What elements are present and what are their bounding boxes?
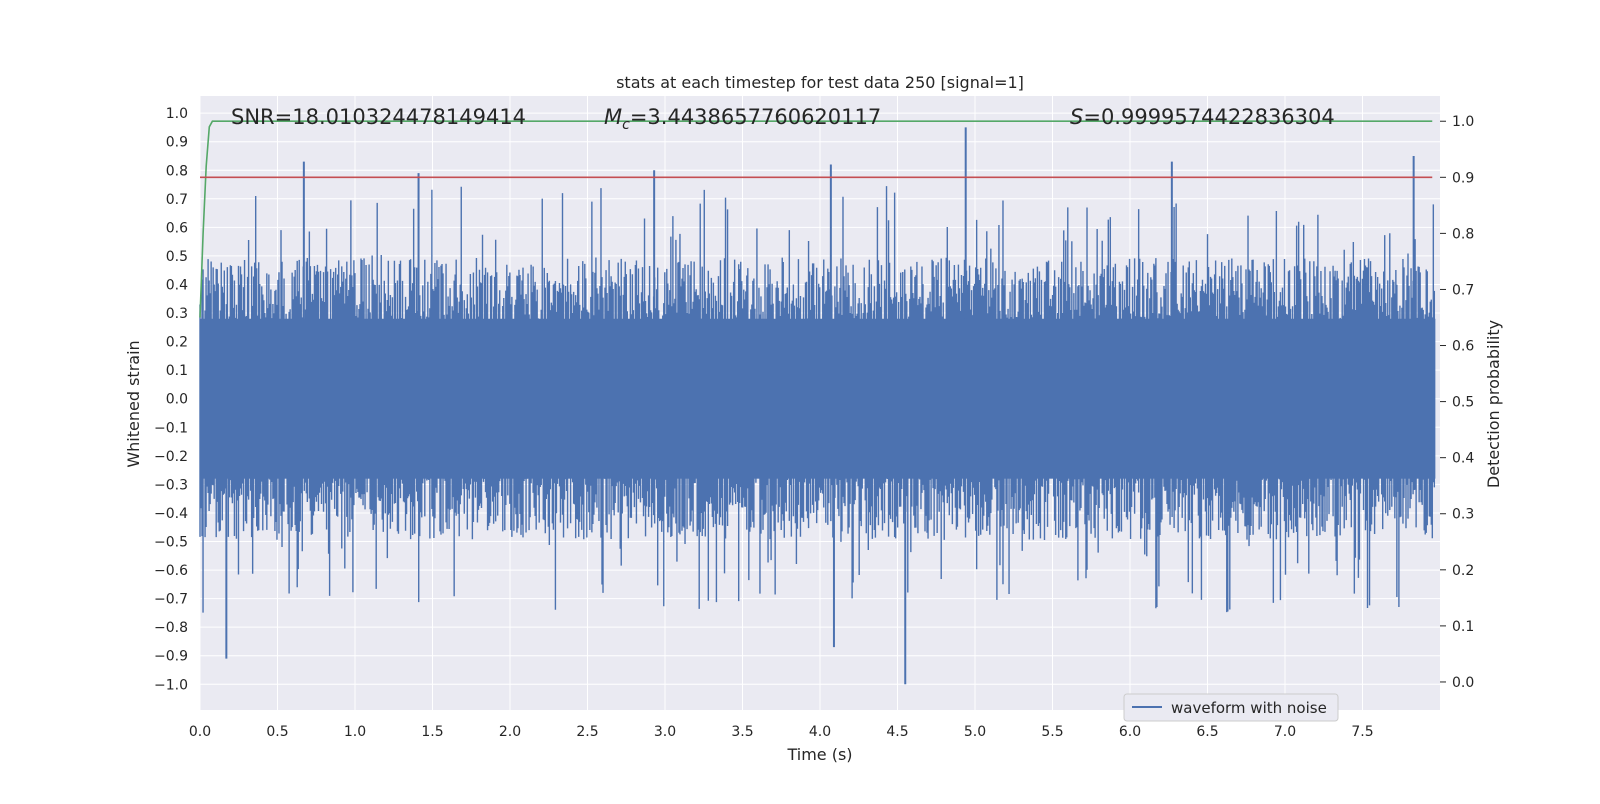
y-tick-label-right: 0.3	[1452, 507, 1474, 523]
y-tick-label-left: −0.2	[154, 449, 188, 465]
y-tick-label-left: −0.3	[154, 477, 188, 493]
x-tick-label: 5.5	[1041, 724, 1063, 740]
y-tick-label-left: −0.1	[154, 420, 188, 436]
waveform-series	[199, 127, 1436, 685]
y-tick-label-left: 1.0	[166, 106, 188, 122]
y-tick-label-left: 0.4	[166, 277, 188, 293]
legend-label: waveform with noise	[1171, 699, 1327, 717]
y-tick-label-left: −0.4	[154, 506, 188, 522]
mc-subscript: c	[622, 117, 630, 133]
s-symbol: S	[1070, 105, 1083, 129]
probability-curve	[199, 120, 1433, 318]
x-axis-label: Time (s)	[786, 745, 852, 764]
x-tick-label: 5.0	[964, 724, 986, 740]
x-tick-label: 4.5	[886, 724, 908, 740]
y-axis-left-ticks: 1.0 0.9 0.8 0.7 0.6 0.5 0.4 0.3 0.2 0.1 0.0 −0.1 −0.…	[154, 106, 188, 693]
y-tick-label-right: 1.0	[1452, 114, 1474, 130]
x-tick-label: 3.5	[731, 724, 753, 740]
y-tick-label-left: −0.6	[154, 563, 188, 579]
y-tick-label-left: 0.0	[166, 392, 188, 408]
y-tick-label-left: 0.9	[166, 135, 188, 151]
y-tick-label-left: 0.6	[166, 220, 188, 236]
x-tick-label: 1.5	[421, 724, 443, 740]
x-tick-label: 1.0	[344, 724, 366, 740]
y-tick-label-right: 0.1	[1452, 619, 1474, 635]
mc-annotation: Mc=3.4438657760620117	[604, 105, 881, 133]
y-axis-right-ticks: 1.0 0.9 0.8 0.7 0.6 0.5 0.4 0.3 0.2 0.1 0.0	[1440, 114, 1474, 691]
y-tick-label-left: −0.7	[154, 592, 188, 608]
y-tick-label-left: 0.1	[166, 363, 188, 379]
x-tick-label: 2.5	[576, 724, 598, 740]
x-tick-label: 2.0	[499, 724, 521, 740]
y-tick-label-left: −0.9	[154, 649, 188, 665]
y-tick-label-left: 0.8	[166, 163, 188, 179]
y-tick-label-right: 0.6	[1452, 339, 1474, 355]
y-tick-label-right: 0.7	[1452, 282, 1474, 298]
y-tick-label-right: 0.5	[1452, 395, 1474, 411]
probability-series	[199, 120, 1433, 318]
y-tick-label-left: −0.5	[154, 535, 188, 551]
y-axis-left-label: Whitened strain	[124, 340, 143, 467]
y-tick-label-right: 0.9	[1452, 170, 1474, 186]
y-axis-right-label: Detection probability	[1484, 320, 1503, 488]
y-tick-label-right: 0.2	[1452, 563, 1474, 579]
x-tick-label: 7.5	[1351, 724, 1373, 740]
x-axis-ticks: 0.0 0.5 1.0 1.5 2.0 2.5 3.0 3.5 4.0 4.5 5.0 5.5 6.0 6…	[189, 724, 1374, 740]
legend: waveform with noise	[1123, 693, 1339, 722]
x-tick-label: 0.5	[266, 724, 288, 740]
y-tick-label-right: 0.8	[1452, 226, 1474, 242]
snr-annotation: SNR=18.010324478149414	[231, 105, 526, 129]
y-tick-label-left: 0.7	[166, 192, 188, 208]
y-tick-label-right: 0.0	[1452, 675, 1474, 691]
y-tick-label-left: 0.3	[166, 306, 188, 322]
y-tick-label-right: 0.4	[1452, 451, 1474, 467]
mc-value: =3.4438657760620117	[630, 105, 881, 129]
s-value: =0.9999574422836304	[1083, 105, 1334, 129]
mc-symbol: M	[604, 105, 622, 129]
x-tick-label: 6.5	[1196, 724, 1218, 740]
x-tick-label: 3.0	[654, 724, 676, 740]
chart-title: stats at each timestep for test data 250…	[616, 73, 1024, 92]
y-tick-label-left: 0.2	[166, 335, 188, 351]
x-tick-label: 6.0	[1119, 724, 1141, 740]
y-tick-label-left: −1.0	[154, 677, 188, 693]
waveform-core	[200, 318, 1436, 479]
y-tick-label-left: −0.8	[154, 620, 188, 636]
x-tick-label: 4.0	[809, 724, 831, 740]
s-annotation: S=0.9999574422836304	[1070, 105, 1335, 129]
x-tick-label: 7.0	[1274, 724, 1296, 740]
x-tick-label: 0.0	[189, 724, 211, 740]
legend-box	[1123, 693, 1339, 722]
y-tick-label-left: 0.5	[166, 249, 188, 265]
